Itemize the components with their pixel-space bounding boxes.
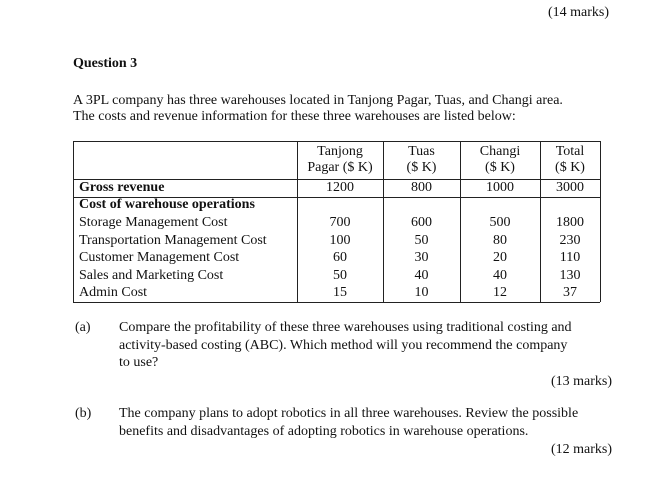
table-cell: 110 [559,250,581,265]
table-rule [73,302,600,303]
table-header: Total [555,144,585,159]
table-cell: 10 [414,285,429,300]
table-cell: 700 [329,215,351,230]
table-header: Pagar ($ K) [307,160,373,175]
part-line: to use? [119,355,159,370]
table-rule [73,197,600,198]
table-cell: 3000 [556,180,584,195]
part-line: Compare the profitability of these three… [119,320,572,335]
table-rule [383,141,384,302]
part-line: activity-based costing (ABC). Which meth… [119,337,568,353]
table-header: ($ K) [555,160,585,175]
marks: (14 marks) [548,5,610,20]
table-cell: 60 [333,250,347,265]
table-rule [73,141,600,142]
table-cell: 40 [414,268,429,283]
part-label: (a) [75,320,91,335]
table-cell: 130 [559,268,581,283]
table-cell: 37 [563,285,577,300]
table-cell: 40 [493,268,507,283]
table-rule [73,179,600,180]
table-cell: 50 [414,233,429,248]
table-cell: 12 [493,285,507,300]
row-label: Admin Cost [79,285,148,300]
table-cell: 100 [329,233,351,248]
intro-line: A 3PL company has three warehouses locat… [73,93,563,108]
table-rule [297,141,298,302]
table-cell: 80 [493,233,507,248]
part-line: benefits and disadvantages of adopting r… [119,423,529,439]
table-header: ($ K) [485,160,515,175]
table-cell: 500 [489,215,511,230]
table-cell: 1800 [556,215,584,230]
table-rule [540,141,541,302]
table-cell: 800 [411,180,432,195]
row-label: Transportation Management Cost [79,233,267,248]
table-header: Tuas [408,144,435,159]
table-rule [73,141,74,302]
part-line: The company plans to adopt robotics in a… [119,406,579,421]
table-cell: 50 [333,268,347,283]
intro-line: The costs and revenue information for th… [73,109,516,124]
table-cell: 20 [493,250,507,265]
table-cell: 1200 [326,180,354,195]
row-label: Sales and Marketing Cost [79,268,224,283]
row-label: Gross revenue [79,180,165,195]
table-cell: 600 [411,215,432,230]
table-rule [460,141,461,302]
part-marks: (12 marks) [550,442,612,457]
part-label: (b) [75,406,92,421]
part-marks: (13 marks) [550,373,612,389]
table-cell: 230 [559,233,581,248]
table-header: ($ K) [406,160,437,175]
table-header: Changi [479,144,521,159]
table-cell: 1000 [486,180,514,195]
table-header: Tanjong [317,144,363,159]
row-label: Cost of warehouse operations [79,197,255,212]
table-rule [600,141,601,302]
question-title: Question 3 [73,56,138,71]
table-cell: 30 [414,250,429,265]
row-label: Storage Management Cost [79,215,228,230]
table-cell: 15 [333,285,347,300]
row-label: Customer Management Cost [79,250,240,265]
